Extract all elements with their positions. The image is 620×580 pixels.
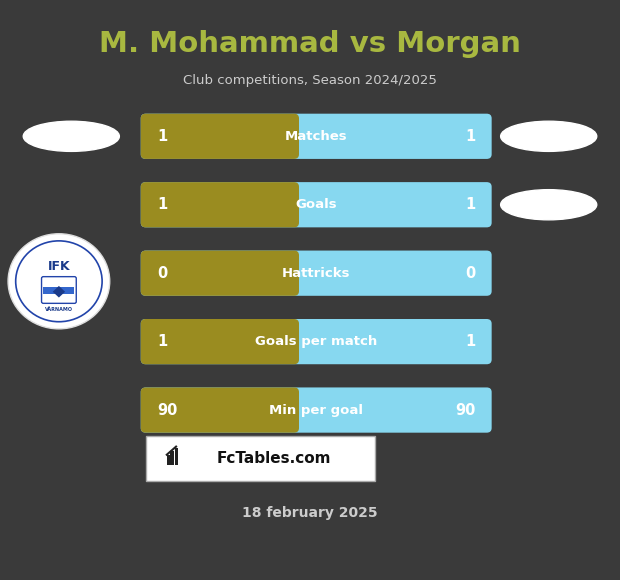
Text: 90: 90 bbox=[157, 403, 177, 418]
Bar bbox=[153, 118, 296, 154]
Bar bbox=[153, 187, 296, 223]
Polygon shape bbox=[53, 286, 65, 298]
Bar bbox=[170, 451, 174, 465]
Text: Goals per match: Goals per match bbox=[255, 335, 378, 348]
Text: 1: 1 bbox=[465, 334, 476, 349]
FancyBboxPatch shape bbox=[141, 387, 492, 433]
FancyBboxPatch shape bbox=[141, 319, 492, 364]
FancyBboxPatch shape bbox=[141, 251, 299, 296]
FancyBboxPatch shape bbox=[42, 277, 76, 303]
Text: 18 february 2025: 18 february 2025 bbox=[242, 506, 378, 520]
Text: Goals: Goals bbox=[295, 198, 337, 211]
Text: FcTables.com: FcTables.com bbox=[217, 451, 331, 466]
FancyBboxPatch shape bbox=[146, 436, 375, 481]
FancyBboxPatch shape bbox=[141, 114, 299, 159]
FancyBboxPatch shape bbox=[141, 182, 299, 227]
FancyBboxPatch shape bbox=[141, 114, 492, 159]
Text: Club competitions, Season 2024/2025: Club competitions, Season 2024/2025 bbox=[183, 74, 437, 86]
Text: Min per goal: Min per goal bbox=[269, 404, 363, 416]
Bar bbox=[153, 324, 296, 360]
Text: 0: 0 bbox=[465, 266, 476, 281]
Bar bbox=[175, 448, 178, 465]
Text: 90: 90 bbox=[455, 403, 476, 418]
Text: M. Mohammad vs Morgan: M. Mohammad vs Morgan bbox=[99, 30, 521, 57]
FancyBboxPatch shape bbox=[141, 319, 299, 364]
Text: 1: 1 bbox=[157, 334, 167, 349]
Ellipse shape bbox=[501, 190, 596, 220]
Ellipse shape bbox=[24, 121, 120, 151]
Text: 1: 1 bbox=[465, 197, 476, 212]
FancyBboxPatch shape bbox=[141, 182, 492, 227]
Bar bbox=[43, 287, 74, 294]
Text: 1: 1 bbox=[157, 197, 167, 212]
Text: Matches: Matches bbox=[285, 130, 348, 143]
Bar bbox=[167, 455, 170, 465]
Text: IFK: IFK bbox=[48, 260, 70, 273]
FancyBboxPatch shape bbox=[141, 251, 492, 296]
FancyBboxPatch shape bbox=[141, 387, 299, 433]
Text: VÄRNAMO: VÄRNAMO bbox=[45, 307, 73, 311]
Bar bbox=[153, 255, 296, 291]
Text: 0: 0 bbox=[157, 266, 167, 281]
Text: 1: 1 bbox=[157, 129, 167, 144]
Text: 1: 1 bbox=[465, 129, 476, 144]
Ellipse shape bbox=[501, 121, 596, 151]
Bar bbox=[153, 392, 296, 428]
Circle shape bbox=[8, 234, 110, 329]
Text: Hattricks: Hattricks bbox=[282, 267, 350, 280]
